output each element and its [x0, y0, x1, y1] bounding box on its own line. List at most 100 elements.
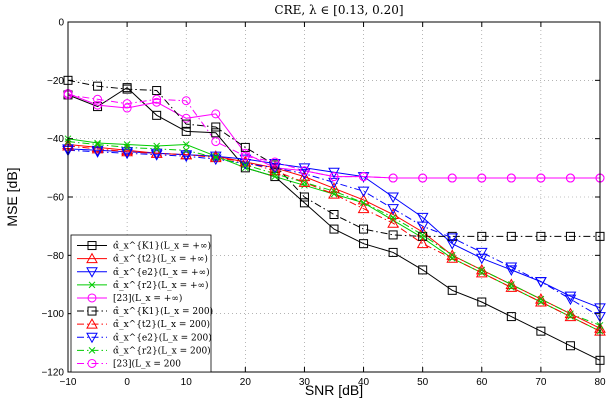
- data-point: [505, 278, 518, 289]
- data-point: [301, 179, 308, 186]
- data-point: [91, 147, 104, 158]
- y-tick-label: −100: [41, 309, 64, 320]
- data-point: [180, 148, 193, 160]
- data-point: [418, 231, 428, 241]
- chart-title: CRE, λ ∈ [0.13, 0.20]: [274, 3, 403, 17]
- data-point: [475, 253, 488, 265]
- data-point: [359, 224, 369, 234]
- data-point: [298, 163, 311, 174]
- legend-marker: [87, 293, 97, 303]
- x-tick-label: 0: [124, 377, 130, 388]
- data-point: [211, 109, 221, 119]
- data-point: [448, 251, 456, 259]
- data-point: [271, 170, 279, 178]
- y-tick-label: −20: [47, 76, 64, 87]
- data-point: [182, 146, 190, 154]
- data-point: [564, 294, 577, 306]
- data-point: [477, 297, 487, 307]
- data-point: [388, 173, 398, 183]
- data-point: [328, 167, 340, 179]
- legend-entry: α̂_x^{r2}(L_x = +∞): [113, 280, 209, 291]
- legend-entry: α̂_x^{t2}(L_x = +∞): [113, 254, 208, 265]
- y-tick-label: −80: [47, 251, 64, 262]
- data-point: [416, 221, 429, 233]
- data-point: [535, 293, 547, 304]
- legend-entry: [23](L_x = 200: [113, 358, 181, 369]
- x-tick-label: 60: [476, 377, 488, 388]
- data-point: [152, 97, 162, 107]
- data-point: [299, 198, 309, 208]
- data-point: [299, 192, 309, 202]
- data-point: [416, 225, 429, 237]
- data-point: [299, 166, 309, 176]
- data-point: [91, 145, 104, 157]
- data-point: [536, 173, 546, 183]
- legend-entry: α̂_x^{e2}(L_x = +∞): [113, 267, 210, 278]
- data-point: [536, 326, 546, 336]
- series-line-6: [67, 79, 600, 237]
- data-point: [181, 96, 191, 106]
- legend-entry: α̂_x^{r2}(L_x = 200): [113, 345, 211, 356]
- data-point: [565, 173, 575, 183]
- data-point: [478, 266, 486, 274]
- x-tick-label: 10: [181, 377, 193, 388]
- data-point: [211, 128, 221, 138]
- data-point: [477, 173, 487, 183]
- legend: α̂_x^{K1}(L_x = +∞) α̂_x^{t2}(L_x = +∞) α̂…: [70, 234, 213, 373]
- data-point: [418, 265, 428, 275]
- legend-marker: [88, 346, 96, 354]
- data-point: [153, 145, 161, 153]
- series-line-1: [67, 86, 601, 361]
- data-point: [564, 291, 577, 303]
- data-point: [123, 144, 131, 151]
- data-point: [446, 239, 459, 250]
- data-point: [446, 233, 459, 244]
- axis-ticks: −10 0 10 20 30 40 50 60 70 800−20−40−60−80−100−12…: [41, 18, 606, 389]
- data-point: [209, 151, 222, 163]
- data-point: [122, 99, 132, 109]
- data-point: [507, 281, 515, 288]
- data-point: [447, 285, 457, 295]
- data-point: [416, 212, 429, 224]
- data-point: [211, 137, 221, 147]
- data-point: [240, 151, 250, 161]
- data-point: [153, 142, 161, 150]
- data-point: [239, 155, 252, 167]
- data-point: [152, 94, 162, 104]
- data-point: [535, 277, 547, 288]
- data-point: [506, 312, 516, 322]
- y-tick-label: 0: [58, 18, 64, 29]
- data-point: [536, 231, 546, 241]
- data-point: [418, 173, 428, 183]
- data-point: [152, 86, 162, 96]
- data-point: [416, 237, 429, 249]
- data-point: [121, 145, 133, 157]
- data-point: [389, 214, 397, 221]
- data-point: [446, 249, 459, 260]
- data-point: [505, 265, 518, 276]
- data-point: [419, 231, 427, 239]
- data-point: [298, 170, 311, 182]
- data-point: [564, 307, 577, 319]
- data-point: [329, 210, 339, 219]
- y-tick-label: −60: [47, 193, 64, 204]
- legend-marker: [87, 241, 97, 251]
- data-point: [241, 161, 249, 169]
- legend-marker: [87, 358, 97, 368]
- x-tick-label: 70: [535, 377, 547, 388]
- data-point: [212, 152, 220, 160]
- data-point: [329, 172, 339, 182]
- x-tick-label: 40: [358, 377, 370, 388]
- data-point: [328, 182, 340, 193]
- data-point: [359, 172, 369, 182]
- data-point: [567, 310, 574, 318]
- legend-entry: [23](L_x = +∞): [113, 293, 182, 304]
- data-point: [506, 173, 516, 183]
- data-point: [240, 142, 250, 152]
- data-point: [506, 231, 516, 241]
- legend-entry: α̂_x^{K1}(L_x = 200): [113, 306, 213, 317]
- data-point: [475, 263, 488, 275]
- data-point: [387, 192, 399, 204]
- data-point: [180, 151, 193, 163]
